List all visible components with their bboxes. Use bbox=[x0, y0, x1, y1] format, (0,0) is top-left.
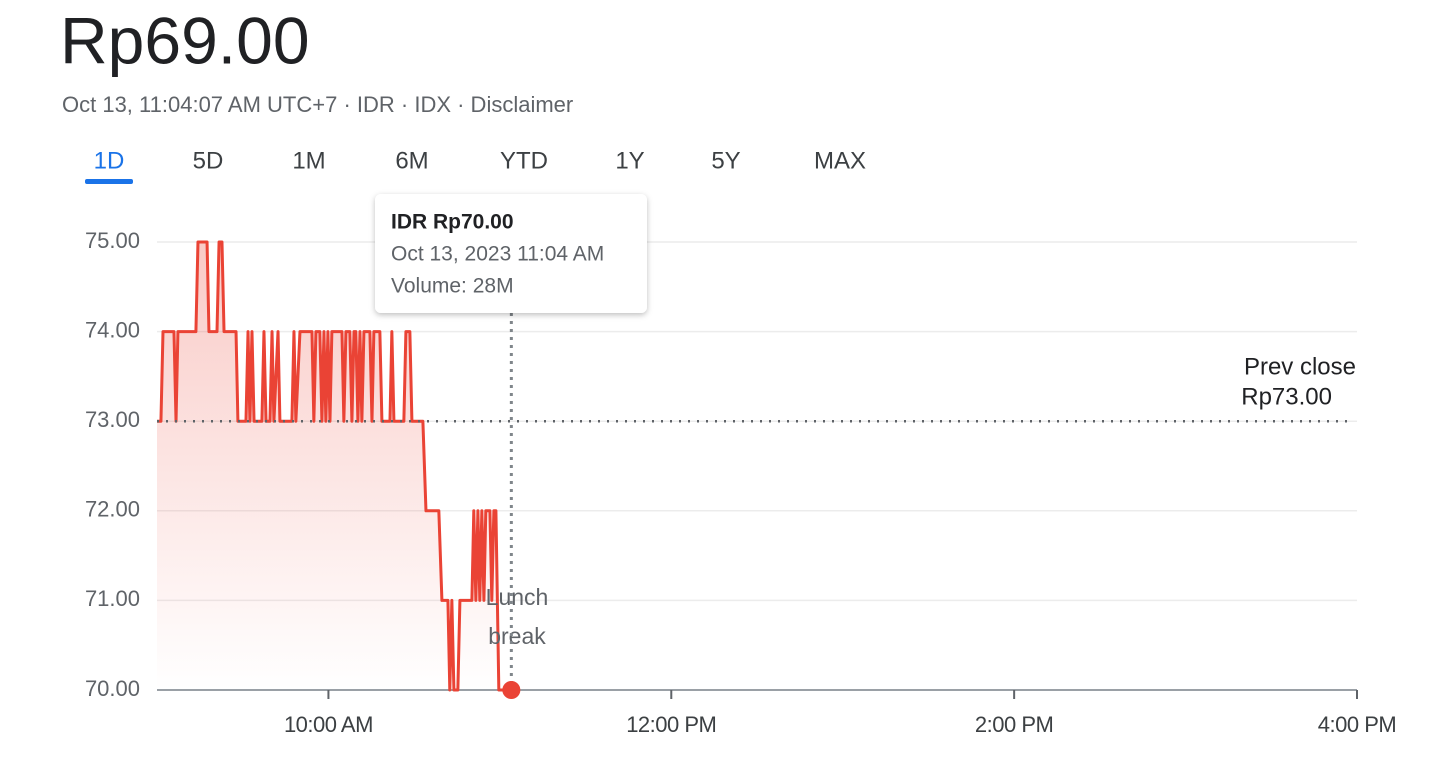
range-tab[interactable]: 1D bbox=[94, 147, 125, 174]
range-tab[interactable]: 6M bbox=[395, 147, 428, 174]
x-tick-label: 10:00 AM bbox=[284, 712, 373, 737]
tooltip-line: Volume: 28M bbox=[391, 275, 514, 298]
tooltip-line: Oct 13, 2023 11:04 AM bbox=[391, 243, 604, 266]
y-tick-label: 74.00 bbox=[85, 317, 140, 342]
range-tab[interactable]: YTD bbox=[500, 147, 548, 174]
x-tick-label: 4:00 PM bbox=[1318, 712, 1396, 737]
prev-close-label: Prev close bbox=[1244, 353, 1356, 380]
range-tab[interactable]: 1Y bbox=[615, 147, 644, 174]
price-area bbox=[157, 242, 512, 690]
annotation: Lunch bbox=[486, 584, 549, 610]
range-tab[interactable]: MAX bbox=[814, 147, 866, 174]
x-tick-label: 12:00 PM bbox=[626, 712, 716, 737]
tooltip-box bbox=[375, 194, 647, 313]
price-line bbox=[157, 240, 512, 692]
cursor-dot bbox=[502, 681, 521, 699]
range-tab[interactable]: 5D bbox=[193, 147, 224, 174]
tab-underline bbox=[85, 179, 133, 184]
range-tab[interactable]: 1M bbox=[292, 147, 325, 174]
price: Rp69.00 bbox=[60, 3, 310, 77]
range-tab[interactable]: 5Y bbox=[711, 147, 740, 174]
y-tick-label: 71.00 bbox=[85, 586, 140, 611]
quote-meta: Oct 13, 11:04:07 AM UTC+7 · IDR · IDX · … bbox=[62, 92, 573, 117]
y-tick-label: 70.00 bbox=[85, 676, 140, 701]
annotation: break bbox=[488, 623, 546, 649]
prev-close-value: Rp73.00 bbox=[1241, 383, 1332, 410]
y-tick-label: 73.00 bbox=[85, 407, 140, 432]
y-tick-label: 75.00 bbox=[85, 228, 140, 253]
x-tick-label: 2:00 PM bbox=[975, 712, 1053, 737]
tooltip-title: IDR Rp70.00 bbox=[391, 211, 514, 234]
y-tick-label: 72.00 bbox=[85, 497, 140, 522]
